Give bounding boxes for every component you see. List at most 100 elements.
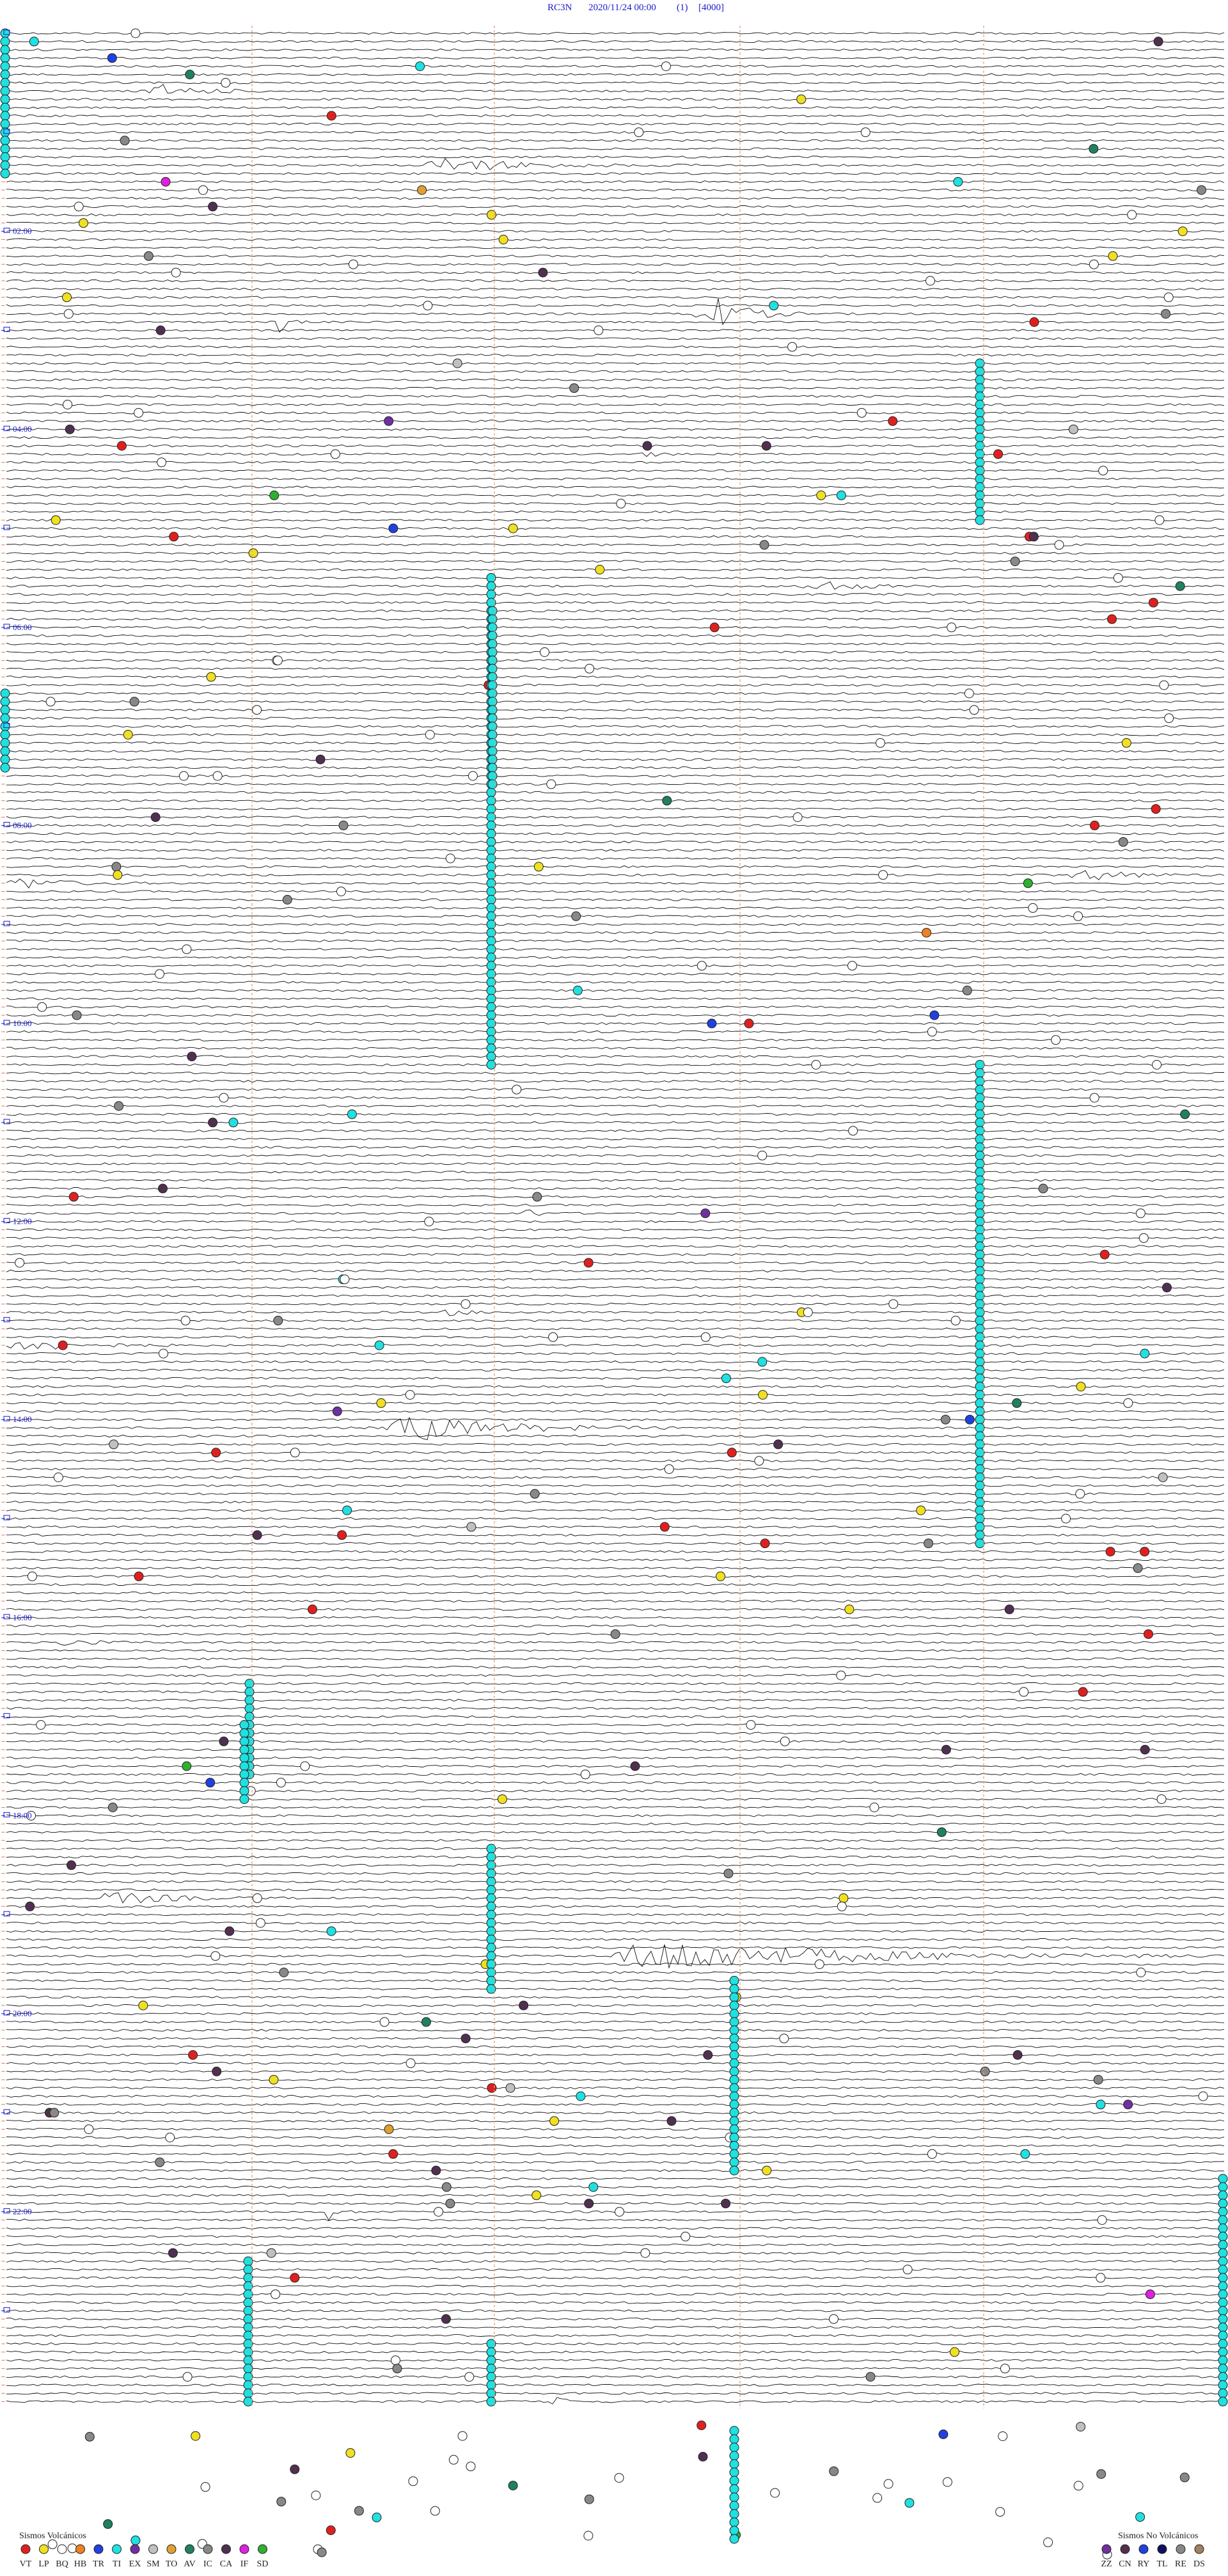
event-marker xyxy=(326,111,336,121)
tremor-marker xyxy=(975,441,985,451)
event-marker xyxy=(123,730,133,739)
tremor-marker xyxy=(487,722,498,732)
trace xyxy=(6,750,1225,753)
event-marker xyxy=(1051,1035,1061,1045)
tremor-marker xyxy=(975,1134,985,1144)
event-marker xyxy=(1198,2091,1208,2101)
event-marker xyxy=(1099,1249,1110,1260)
trace xyxy=(6,1245,1225,1248)
event-marker xyxy=(206,672,216,682)
trace xyxy=(6,1944,1225,1969)
trace xyxy=(6,213,1225,216)
trace xyxy=(6,230,1225,233)
tremor-marker xyxy=(975,1473,985,1482)
event-marker xyxy=(1010,557,1020,567)
tremor-marker xyxy=(0,144,10,154)
tremor-marker xyxy=(729,2083,739,2093)
trace xyxy=(6,2235,1225,2238)
event-marker xyxy=(29,36,39,47)
tremor-marker xyxy=(975,1208,985,1219)
event-marker xyxy=(1073,2481,1083,2491)
event-marker xyxy=(161,177,171,187)
tremor-marker xyxy=(729,2459,739,2469)
trace xyxy=(6,1996,1225,1999)
event-marker xyxy=(594,325,604,335)
hour-box xyxy=(3,228,10,233)
tremor-marker xyxy=(0,36,10,47)
trace xyxy=(6,114,1225,118)
event-marker xyxy=(829,2466,839,2476)
trace xyxy=(6,1971,1225,1974)
tremor-marker xyxy=(975,1068,985,1078)
trace xyxy=(6,939,1225,943)
tremor-marker xyxy=(0,160,10,170)
tremor-marker xyxy=(729,2484,739,2494)
event-marker xyxy=(837,1901,847,1911)
trace xyxy=(6,1467,1225,1471)
trace xyxy=(6,81,1225,84)
event-marker xyxy=(754,1456,764,1466)
trace xyxy=(6,345,1225,349)
tremor-marker xyxy=(487,754,498,764)
trace xyxy=(6,1757,1225,1760)
trace xyxy=(6,40,1225,43)
event-marker xyxy=(185,70,195,79)
trace xyxy=(6,130,1224,134)
event-marker xyxy=(940,1414,950,1425)
legend-swatch xyxy=(1120,2544,1130,2554)
trace xyxy=(6,956,1225,959)
legend-code: EX xyxy=(129,2559,141,2569)
event-marker xyxy=(211,1448,221,1458)
event-marker xyxy=(111,862,122,872)
trace xyxy=(6,1203,1225,1206)
event-marker xyxy=(614,2473,624,2483)
trace xyxy=(6,870,1225,881)
tremor-marker xyxy=(975,1497,985,1507)
legend-code: IF xyxy=(240,2559,249,2569)
trace xyxy=(6,2136,1225,2139)
event-marker xyxy=(508,523,518,533)
event-marker xyxy=(595,565,605,574)
event-marker xyxy=(757,1357,767,1367)
tremor-marker xyxy=(244,1703,255,1714)
event-marker xyxy=(290,2273,300,2283)
trace xyxy=(6,1509,1225,1512)
event-marker xyxy=(336,887,346,897)
trace xyxy=(6,824,1225,827)
hour-box xyxy=(3,326,10,332)
trace xyxy=(6,2227,1225,2230)
trace xyxy=(6,2218,1225,2222)
trace xyxy=(6,461,1225,464)
trace xyxy=(6,1798,1225,1801)
tremor-marker xyxy=(239,1769,249,1780)
trace xyxy=(6,1806,1225,1809)
event-marker xyxy=(290,1448,300,1458)
trace xyxy=(6,196,1225,200)
trace xyxy=(6,1442,1225,1446)
legend-swatch xyxy=(148,2544,158,2554)
event-marker xyxy=(67,1860,76,1870)
event-marker xyxy=(1163,292,1174,303)
tremor-marker xyxy=(729,1975,739,1986)
trace xyxy=(6,676,1225,679)
tremor-marker xyxy=(729,2140,739,2151)
tremor-marker xyxy=(239,1753,249,1763)
tremor-marker xyxy=(1218,2190,1228,2201)
time-label: 08:00 xyxy=(13,820,32,830)
trace xyxy=(6,510,1225,514)
trace xyxy=(6,609,1225,613)
trace xyxy=(6,1309,1225,1316)
trace xyxy=(6,386,1225,390)
event-marker xyxy=(308,1604,317,1615)
tremor-marker xyxy=(243,2339,253,2349)
legend-swatch xyxy=(166,2544,177,2554)
trace xyxy=(6,1640,1225,1646)
tremor-marker xyxy=(486,2396,496,2406)
trace xyxy=(6,1748,1225,1751)
hour-box xyxy=(3,1218,10,1224)
trace xyxy=(6,158,1225,171)
legend-swatch xyxy=(130,2544,140,2554)
trace xyxy=(6,1459,1225,1462)
trace xyxy=(6,304,1225,307)
event-marker xyxy=(792,812,803,822)
